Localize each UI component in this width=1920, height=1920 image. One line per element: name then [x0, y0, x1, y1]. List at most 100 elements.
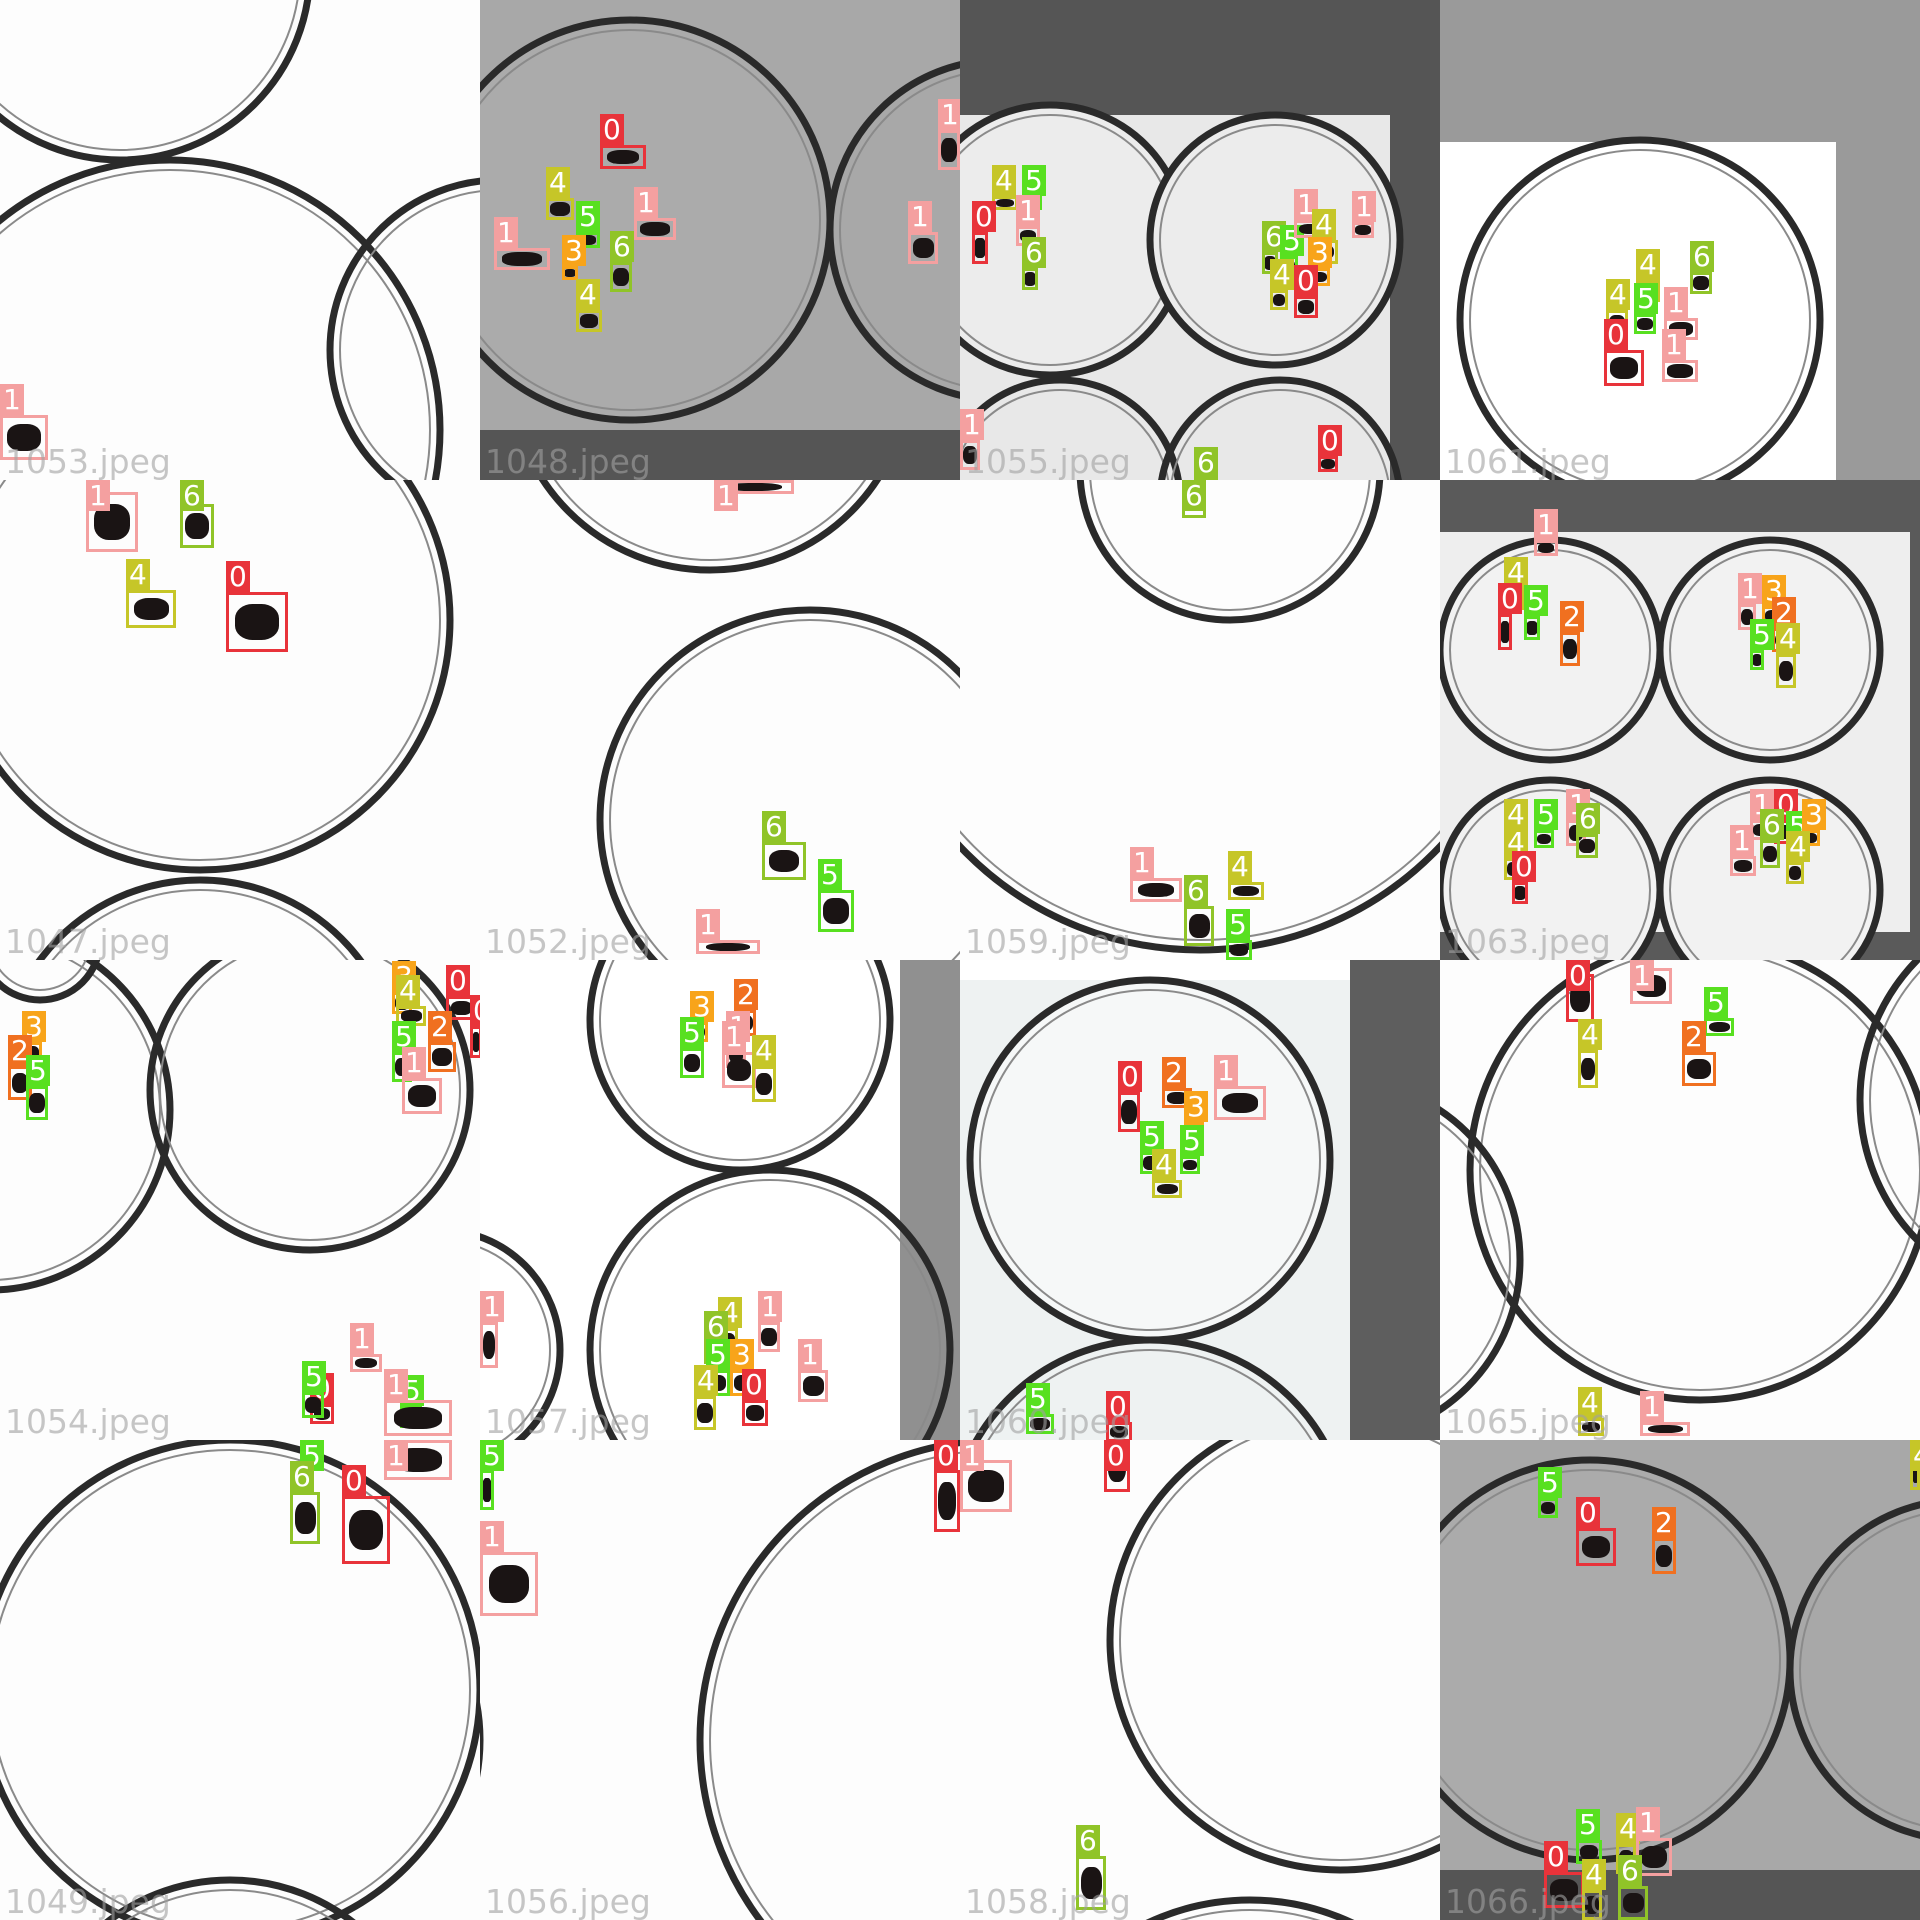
- beetle: [1229, 944, 1249, 956]
- bounding-box: [798, 1370, 828, 1402]
- beetle: [1500, 621, 1510, 643]
- class-label: 0: [1544, 1841, 1568, 1872]
- detection-tile: 4 5 0 1 6 6 5 1 1 4 3 4 0 6 0 1 1055.jpeg: [960, 0, 1440, 480]
- beetle: [1514, 886, 1526, 900]
- bounding-box: [226, 592, 288, 652]
- bounding-box: [1498, 614, 1512, 650]
- image-filename: 1060.jpeg: [965, 1402, 1131, 1440]
- petri-dish-image: [1440, 960, 1920, 1440]
- class-label: 0: [1118, 1061, 1142, 1092]
- bounding-box: [722, 1052, 756, 1088]
- beetle: [1610, 357, 1638, 379]
- petri-dish-rim: [1158, 376, 1402, 480]
- beetle: [1156, 1183, 1178, 1195]
- petri-dish-rim: [1786, 1501, 1920, 1839]
- bounding-box: [1534, 830, 1554, 848]
- petri-dish-rim: [596, 606, 960, 960]
- beetle: [974, 238, 986, 258]
- class-label: 1: [402, 1047, 426, 1078]
- class-label: 6: [610, 231, 634, 262]
- beetle: [1687, 1058, 1711, 1080]
- beetle: [1166, 1092, 1188, 1104]
- petri-dish-rim: [0, 960, 174, 1294]
- bounding-box: [428, 1042, 456, 1072]
- class-label: 6: [1576, 803, 1600, 834]
- class-label: 4: [1504, 827, 1528, 858]
- class-label: 4: [1786, 831, 1810, 862]
- petri-dish-image: [1440, 1440, 1920, 1920]
- class-label: 2: [1772, 597, 1796, 628]
- beetle: [432, 1048, 452, 1066]
- class-label: 3: [690, 991, 714, 1022]
- class-label: 1: [1662, 329, 1686, 360]
- bounding-box: [908, 232, 938, 264]
- petri-dish-image: [480, 480, 960, 960]
- petri-dish-rim: [826, 61, 960, 399]
- class-label: 6: [1618, 1855, 1642, 1886]
- beetle: [912, 238, 934, 258]
- bounding-box: [1118, 1092, 1140, 1132]
- bounding-box: [1578, 1050, 1598, 1088]
- class-label: 0: [1104, 1440, 1128, 1471]
- class-label: 5: [1750, 619, 1774, 650]
- class-label: 1: [1730, 825, 1754, 856]
- class-label: 2: [8, 1035, 32, 1066]
- petri-dish-rim: [0, 0, 312, 164]
- class-label: 0: [446, 965, 470, 996]
- class-label: 1: [1636, 1807, 1660, 1838]
- beetle: [29, 1092, 45, 1114]
- petri-dish-rim: [35, 876, 365, 960]
- bounding-box: [302, 1392, 324, 1418]
- beetle: [579, 314, 599, 328]
- class-label: 6: [290, 1461, 314, 1492]
- class-label: 2: [734, 979, 758, 1010]
- beetle: [1752, 654, 1762, 666]
- image-filename: 1049.jpeg: [5, 1882, 171, 1920]
- beetle: [394, 1407, 442, 1429]
- bounding-box: [600, 145, 646, 169]
- class-label: 0: [1512, 851, 1536, 882]
- detection-tile: 0 2 1 3 5 5 4 5 0 1060.jpeg: [960, 960, 1440, 1440]
- beetle: [606, 149, 640, 165]
- bounding-box: [546, 198, 574, 220]
- class-label: 1: [798, 1339, 822, 1370]
- class-label: 5: [680, 1017, 704, 1048]
- beetle: [1537, 833, 1551, 845]
- beetle: [1109, 1426, 1129, 1438]
- beetle: [683, 1054, 701, 1072]
- beetle: [995, 198, 1015, 208]
- beetle: [1708, 1021, 1730, 1033]
- bounding-box: [758, 1322, 780, 1352]
- beetle: [1030, 1418, 1050, 1430]
- class-label: 1: [384, 1369, 408, 1400]
- class-label: 0: [742, 1369, 766, 1400]
- beetle: [1233, 885, 1259, 897]
- class-label: 5: [26, 1055, 50, 1086]
- class-label: 1: [758, 1291, 782, 1322]
- detection-tile: 0 1 5 4 2 4 1 1065.jpeg: [1440, 960, 1920, 1440]
- petri-dish-rim: [972, 1336, 1328, 1440]
- petri-dish-rim: [696, 1440, 960, 1920]
- class-label: 0: [1576, 1497, 1600, 1528]
- bounding-box: [1352, 222, 1374, 238]
- image-filename: 1063.jpeg: [1445, 922, 1611, 960]
- beetle: [1655, 1545, 1673, 1567]
- beetle: [937, 1482, 957, 1520]
- detection-tile: 1 6 5 1 1052.jpeg: [480, 480, 960, 960]
- class-label: 4: [1504, 799, 1528, 830]
- detection-tile: 140521325445164011065341063.jpeg: [1440, 480, 1920, 960]
- image-filename: 1054.jpeg: [5, 1402, 171, 1440]
- petri-dish-image: [960, 960, 1440, 1440]
- bounding-box: [1576, 1528, 1616, 1566]
- beetle: [1355, 225, 1371, 235]
- image-filename: 1061.jpeg: [1445, 442, 1611, 480]
- class-label: 1: [0, 384, 24, 415]
- beetle: [1637, 318, 1653, 330]
- class-label: 6: [1194, 447, 1218, 478]
- bounding-box: [26, 1086, 48, 1120]
- beetle: [1321, 459, 1335, 469]
- bounding-box: [1634, 314, 1656, 334]
- bounding-box: [1294, 296, 1318, 318]
- bounding-box: [960, 440, 980, 470]
- bounding-box: [470, 1026, 480, 1058]
